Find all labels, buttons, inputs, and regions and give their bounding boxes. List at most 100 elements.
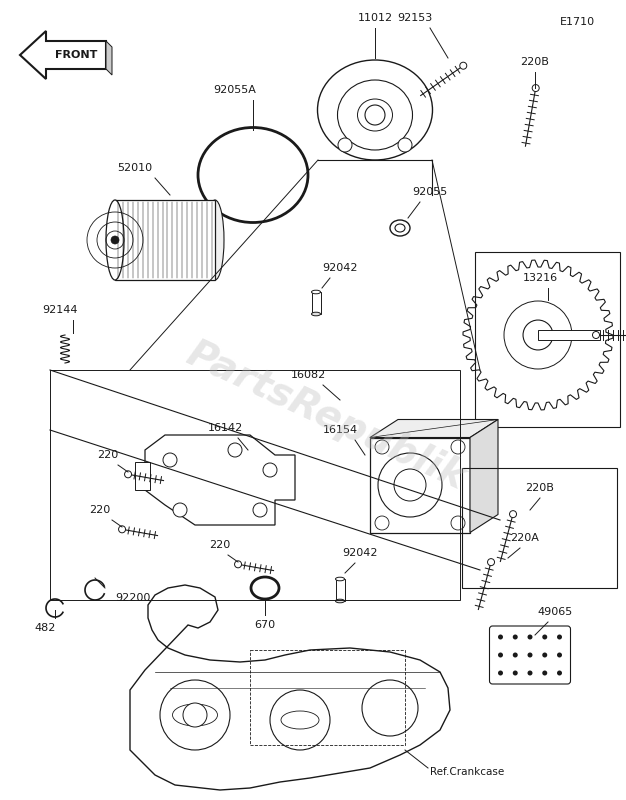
Circle shape bbox=[557, 670, 562, 675]
Circle shape bbox=[513, 634, 518, 639]
Text: 92153: 92153 bbox=[398, 13, 433, 23]
Polygon shape bbox=[130, 585, 450, 790]
Text: 16154: 16154 bbox=[322, 425, 357, 435]
Circle shape bbox=[498, 670, 503, 675]
Circle shape bbox=[378, 453, 442, 517]
Circle shape bbox=[513, 653, 518, 658]
Circle shape bbox=[498, 634, 503, 639]
Ellipse shape bbox=[336, 578, 344, 581]
Bar bbox=[370, 438, 470, 533]
Circle shape bbox=[488, 558, 495, 566]
Polygon shape bbox=[463, 260, 613, 410]
Circle shape bbox=[394, 469, 426, 501]
Bar bbox=[336, 579, 344, 601]
Ellipse shape bbox=[337, 80, 413, 150]
Bar bbox=[115, 200, 215, 280]
Text: 13216: 13216 bbox=[523, 273, 558, 283]
Circle shape bbox=[270, 690, 330, 750]
Circle shape bbox=[542, 653, 547, 658]
Text: 92055: 92055 bbox=[413, 187, 448, 197]
Circle shape bbox=[362, 680, 418, 736]
Text: 92055A: 92055A bbox=[213, 85, 257, 95]
Circle shape bbox=[183, 703, 207, 727]
Text: PartsRepublik: PartsRepublik bbox=[180, 334, 471, 498]
Bar bbox=[538, 330, 600, 340]
Text: 16082: 16082 bbox=[290, 370, 326, 380]
Circle shape bbox=[263, 463, 277, 477]
Bar bbox=[50, 370, 460, 600]
Bar bbox=[250, 650, 405, 745]
Circle shape bbox=[173, 503, 187, 517]
Text: 482: 482 bbox=[34, 623, 56, 633]
Circle shape bbox=[528, 634, 533, 639]
Text: 49065: 49065 bbox=[537, 607, 573, 617]
Circle shape bbox=[118, 526, 126, 533]
Polygon shape bbox=[145, 435, 295, 525]
Circle shape bbox=[557, 653, 562, 658]
Circle shape bbox=[592, 331, 600, 338]
Bar bbox=[135, 462, 150, 490]
Text: 92042: 92042 bbox=[322, 263, 357, 273]
Text: 220B: 220B bbox=[526, 483, 555, 493]
Text: FRONT: FRONT bbox=[55, 50, 97, 60]
Circle shape bbox=[528, 670, 533, 675]
Text: 92042: 92042 bbox=[342, 548, 377, 558]
Text: 220: 220 bbox=[209, 540, 230, 550]
Circle shape bbox=[504, 301, 572, 369]
Polygon shape bbox=[20, 31, 106, 79]
Polygon shape bbox=[370, 419, 498, 438]
Text: 220B: 220B bbox=[521, 57, 550, 67]
Text: Ref.Crankcase: Ref.Crankcase bbox=[430, 767, 505, 777]
Circle shape bbox=[557, 634, 562, 639]
Ellipse shape bbox=[390, 220, 410, 236]
Ellipse shape bbox=[206, 200, 224, 280]
Circle shape bbox=[160, 680, 230, 750]
Circle shape bbox=[228, 443, 242, 457]
Text: 92144: 92144 bbox=[42, 305, 78, 315]
Circle shape bbox=[451, 440, 465, 454]
Circle shape bbox=[163, 453, 177, 467]
Ellipse shape bbox=[312, 312, 321, 316]
Ellipse shape bbox=[106, 200, 124, 280]
Circle shape bbox=[398, 138, 412, 152]
Circle shape bbox=[253, 503, 267, 517]
Circle shape bbox=[513, 670, 518, 675]
Circle shape bbox=[235, 561, 242, 568]
Text: 92200: 92200 bbox=[115, 593, 150, 603]
Text: 11012: 11012 bbox=[357, 13, 393, 23]
Circle shape bbox=[125, 471, 131, 478]
Circle shape bbox=[111, 236, 119, 244]
Circle shape bbox=[459, 62, 467, 70]
Text: 16142: 16142 bbox=[207, 423, 243, 433]
Ellipse shape bbox=[317, 60, 433, 160]
Circle shape bbox=[498, 653, 503, 658]
Circle shape bbox=[523, 320, 553, 350]
Ellipse shape bbox=[312, 290, 321, 294]
Ellipse shape bbox=[336, 599, 344, 603]
Circle shape bbox=[542, 634, 547, 639]
Circle shape bbox=[375, 440, 389, 454]
Circle shape bbox=[532, 85, 539, 91]
Circle shape bbox=[451, 516, 465, 530]
Circle shape bbox=[375, 516, 389, 530]
Bar bbox=[312, 292, 321, 314]
Text: 670: 670 bbox=[254, 620, 275, 630]
FancyBboxPatch shape bbox=[490, 626, 570, 684]
Text: 220A: 220A bbox=[511, 533, 540, 543]
Text: 220: 220 bbox=[98, 450, 118, 460]
Bar bbox=[475, 252, 620, 427]
Text: 220: 220 bbox=[90, 505, 111, 515]
Text: 52010: 52010 bbox=[118, 163, 153, 173]
Ellipse shape bbox=[173, 704, 217, 726]
Circle shape bbox=[542, 670, 547, 675]
Circle shape bbox=[510, 510, 516, 518]
Circle shape bbox=[365, 105, 385, 125]
Bar bbox=[462, 468, 617, 588]
Polygon shape bbox=[106, 41, 112, 75]
Circle shape bbox=[338, 138, 352, 152]
Polygon shape bbox=[470, 419, 498, 533]
Circle shape bbox=[528, 653, 533, 658]
Text: E1710: E1710 bbox=[560, 17, 595, 27]
Ellipse shape bbox=[281, 711, 319, 729]
Ellipse shape bbox=[357, 99, 393, 131]
